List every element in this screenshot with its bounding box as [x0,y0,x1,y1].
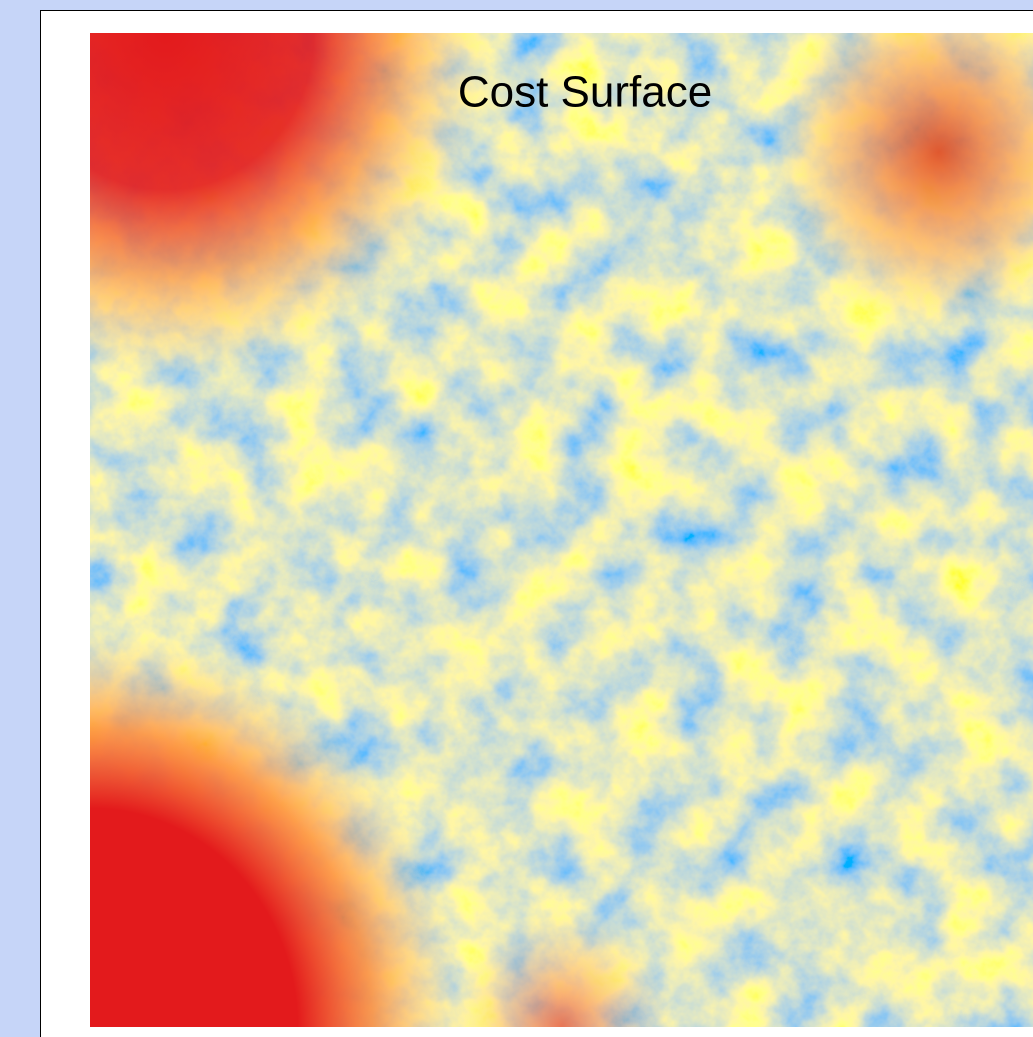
page: Cost Surface (() => { const data = JSON.… [0,0,1033,1037]
high-cost-bottom [90,33,1033,1027]
map-view: Cost Surface [0,0,1033,1037]
cost-raster [90,33,1033,1027]
map-title: Cost Surface [458,68,712,117]
